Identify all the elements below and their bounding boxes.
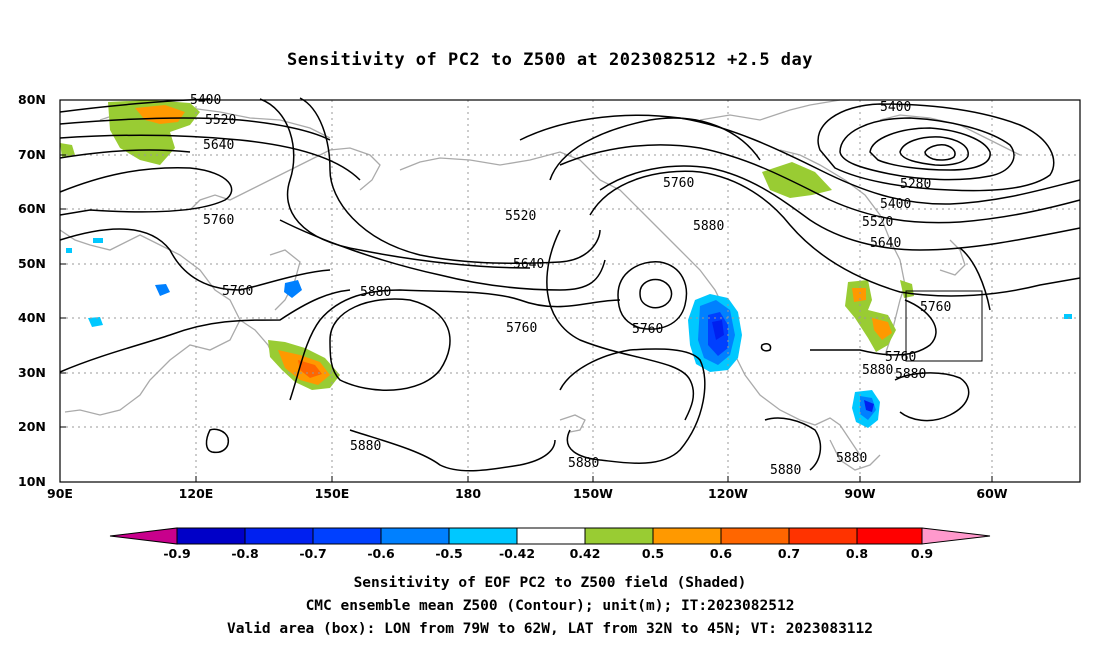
lat-tick-label: 60N (18, 201, 46, 216)
lat-tick-label: 40N (18, 310, 46, 325)
valid-area-box (905, 290, 983, 362)
colorbar-labels: -0.9 -0.8 -0.7 -0.6 -0.5 -0.42 0.42 0.5 … (163, 546, 933, 561)
colorbar-tick-label: -0.8 (231, 546, 258, 561)
contour-label: 5760 (506, 321, 537, 336)
map-title: Sensitivity of PC2 to Z500 at 2023082512… (286, 50, 813, 70)
contour-label: 5760 (663, 176, 694, 191)
colorbar-segment (652, 527, 722, 545)
colorbar-tick-label: 0.9 (911, 546, 933, 561)
colorbar-right-arrow (921, 527, 991, 545)
colorbar-tick-label: -0.5 (435, 546, 462, 561)
colorbar-tick-label: -0.6 (367, 546, 395, 561)
sensitivity-shading (60, 100, 1072, 428)
lon-tick-label: 60W (976, 486, 1007, 501)
contour-labels: 5400 5520 5640 5760 5760 5760 5880 5520 … (190, 93, 951, 478)
lat-tick-label: 80N (18, 92, 46, 107)
contour-label: 5520 (505, 209, 536, 224)
contour-label: 5880 (836, 451, 867, 466)
lon-tick-label: 150W (573, 486, 613, 501)
colorbar (109, 527, 991, 545)
contour-label: 5760 (632, 322, 663, 337)
colorbar-tick-label: 0.6 (710, 546, 732, 561)
contour-label: 5400 (880, 100, 911, 115)
lat-tick-label: 20N (18, 419, 46, 434)
contour-label: 5640 (513, 257, 544, 272)
caption-line-3: Valid area (box): LON from 79W to 62W, L… (226, 621, 873, 637)
z500-contours (59, 97, 1081, 472)
longitude-labels: 90E 120E 150E 180 150W 120W 90W 60W (47, 486, 1008, 501)
graticule (60, 100, 1080, 482)
contour-label: 5400 (880, 197, 911, 212)
caption-line-2: CMC ensemble mean Z500 (Contour); unit(m… (305, 598, 795, 614)
lat-tick-label: 70N (18, 147, 46, 162)
contour-label: 5880 (770, 463, 801, 478)
contour-label: 5880 (895, 367, 926, 382)
colorbar-segment (448, 527, 518, 545)
contour-label: 5640 (870, 236, 901, 251)
lat-tick-label: 50N (18, 256, 46, 271)
latitude-labels: 80N 70N 60N 50N 40N 30N 20N 10N (18, 92, 46, 489)
lon-tick-label: 180 (455, 486, 481, 501)
contour-label: 5760 (885, 350, 916, 365)
contour-label: 5520 (862, 215, 893, 230)
lat-tick-label: 30N (18, 365, 46, 380)
colorbar-segment (312, 527, 382, 545)
contour-label: 5880 (862, 363, 893, 378)
caption-line-1: Sensitivity of EOF PC2 to Z500 field (Sh… (353, 575, 747, 591)
map-frame (59, 99, 1081, 483)
contour-label: 5280 (900, 177, 931, 192)
colorbar-segment (856, 527, 923, 545)
lat-tick-label: 10N (18, 474, 46, 489)
contour-label: 5760 (203, 213, 234, 228)
colorbar-tick-label: 0.42 (570, 546, 601, 561)
colorbar-tick-label: -0.42 (499, 546, 535, 561)
colorbar-tick-label: 0.7 (778, 546, 800, 561)
lon-tick-label: 90W (844, 486, 875, 501)
tick-marks (60, 99, 993, 482)
colorbar-segment (516, 527, 586, 545)
contour-label: 5880 (568, 456, 599, 471)
colorbar-segment (176, 527, 246, 545)
colorbar-segment (380, 527, 450, 545)
colorbar-tick-label: -0.9 (163, 546, 190, 561)
lon-tick-label: 150E (315, 486, 350, 501)
colorbar-tick-label: 0.5 (642, 546, 664, 561)
contour-label: 5640 (203, 138, 234, 153)
colorbar-tick-label: 0.8 (846, 546, 868, 561)
colorbar-segment (720, 527, 790, 545)
colorbar-segment (584, 527, 654, 545)
lon-tick-label: 120W (708, 486, 748, 501)
colorbar-segment (244, 527, 314, 545)
colorbar-tick-label: -0.7 (299, 546, 326, 561)
contour-label: 5880 (360, 285, 391, 300)
colorbar-left-arrow (109, 527, 178, 545)
lon-tick-label: 120E (179, 486, 214, 501)
contour-label: 5880 (350, 439, 381, 454)
lon-tick-label: 90E (47, 486, 73, 501)
contour-label: 5880 (693, 219, 724, 234)
colorbar-segment (788, 527, 858, 545)
contour-label: 5520 (205, 113, 236, 128)
contour-label: 5760 (222, 284, 253, 299)
contour-label: 5760 (920, 300, 951, 315)
